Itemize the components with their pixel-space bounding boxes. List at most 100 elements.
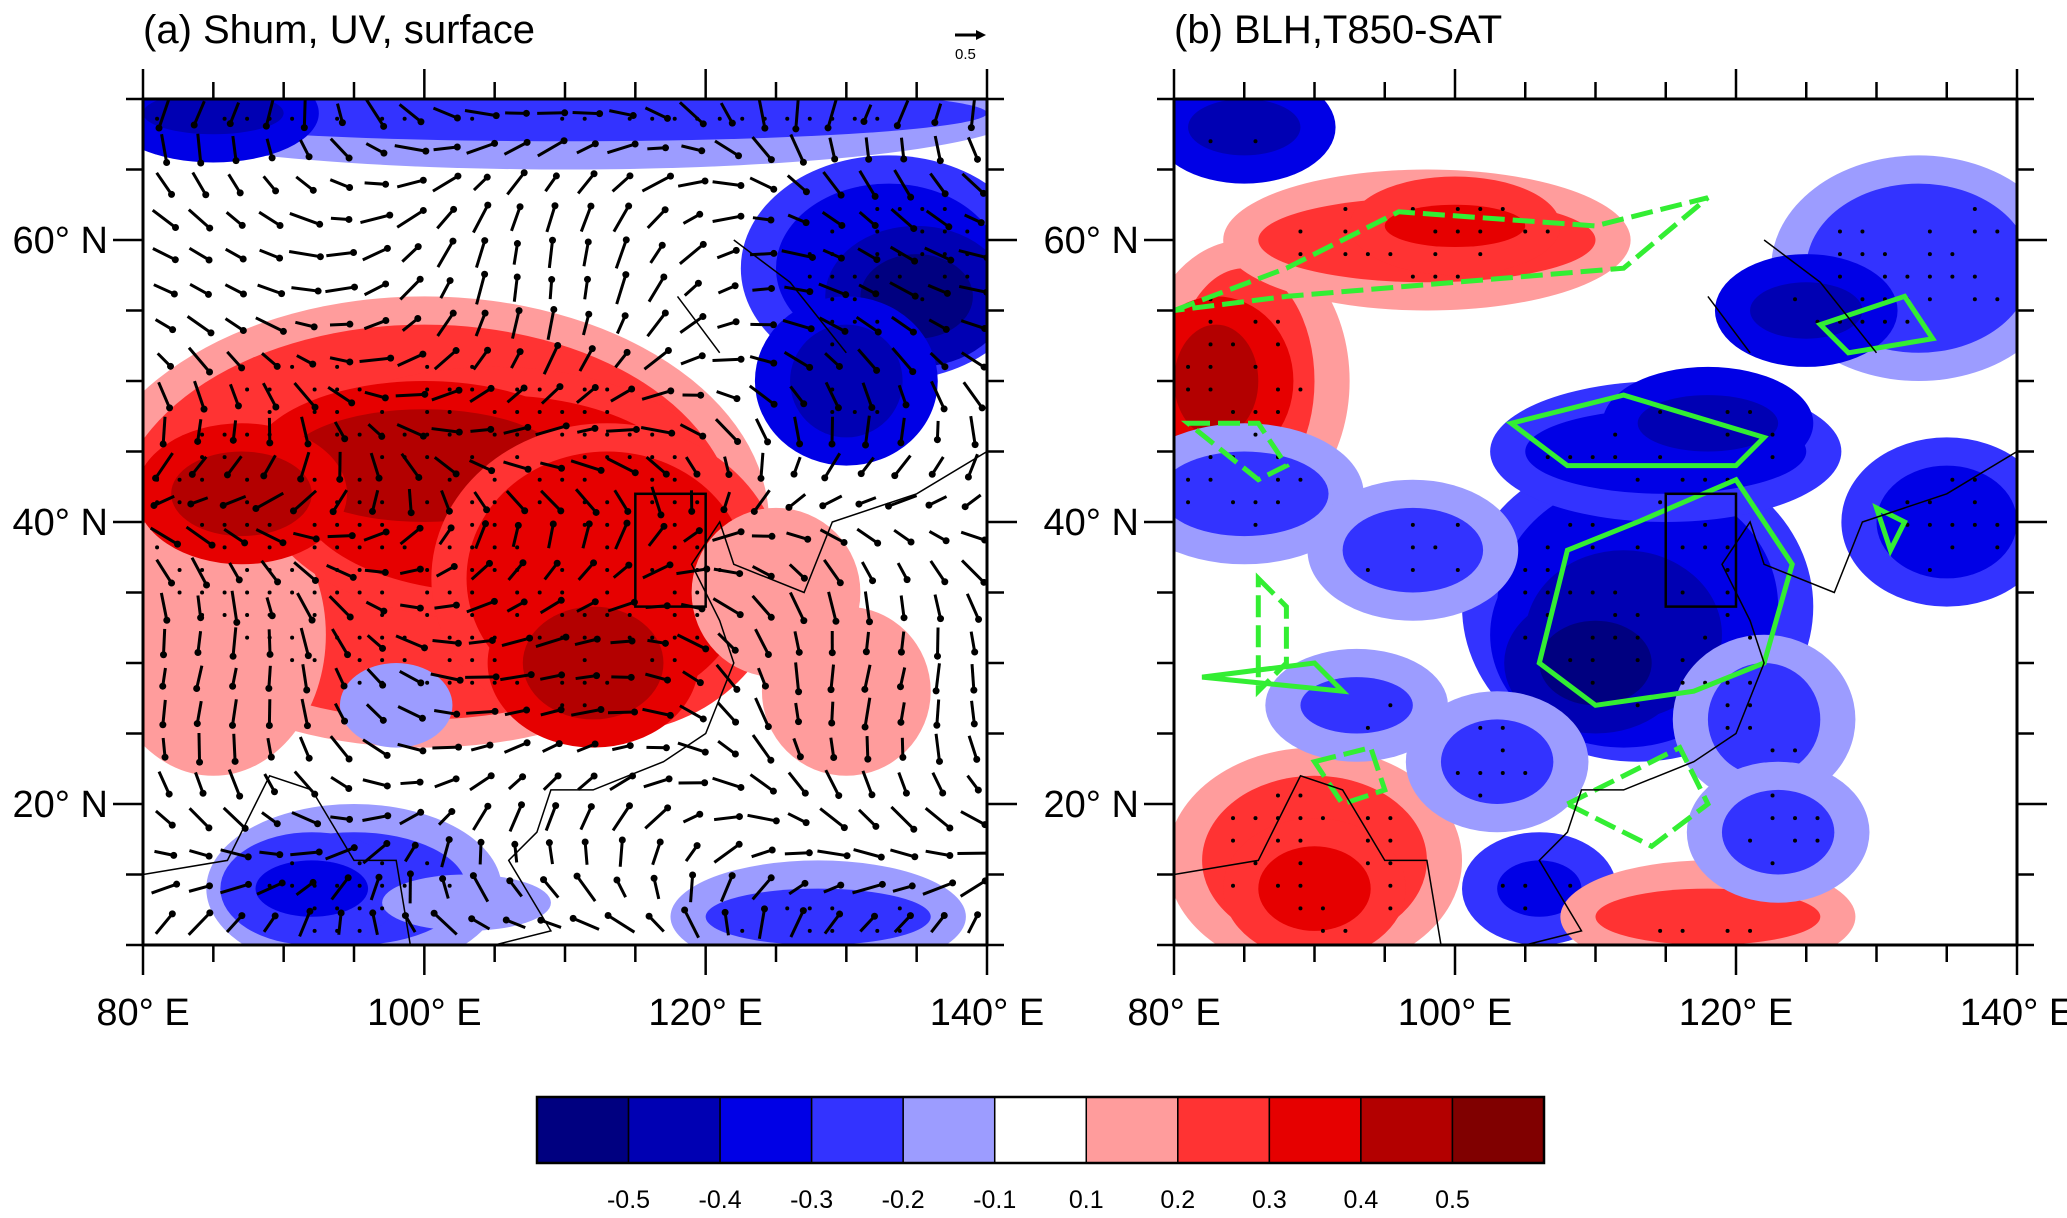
wind-vector — [823, 913, 841, 935]
wind-vector-head — [174, 540, 182, 548]
significance-dot — [560, 432, 565, 437]
wind-vector-head — [806, 288, 814, 296]
wind-vector — [717, 739, 737, 756]
significance-dot — [447, 387, 452, 392]
wind-vector-head — [769, 321, 777, 329]
wind-vector — [161, 699, 167, 725]
significance-dot — [1770, 432, 1775, 437]
wind-vector — [891, 347, 914, 373]
wind-vector-head — [554, 342, 562, 350]
wind-vector — [754, 628, 770, 656]
significance-dot — [447, 477, 452, 482]
wind-vector — [640, 426, 672, 435]
significance-dot — [425, 410, 430, 415]
significance-dot — [1590, 658, 1595, 663]
wind-vector-head — [170, 290, 178, 298]
wind-vector-head — [239, 255, 247, 263]
wind-vector-head — [628, 385, 636, 393]
wind-vector-head — [551, 202, 559, 210]
wind-vector — [960, 351, 985, 369]
wind-vector-head — [658, 241, 666, 249]
significance-dot — [1298, 477, 1303, 482]
wind-vector — [539, 489, 562, 512]
wind-vector — [651, 841, 662, 866]
wind-vector — [641, 174, 672, 193]
wind-vector-head — [767, 284, 775, 292]
wind-vector-head — [737, 181, 745, 189]
wind-vector-head — [667, 387, 675, 395]
wind-vector — [185, 525, 213, 547]
wind-vector-head — [861, 685, 869, 693]
significance-dot — [1748, 410, 1753, 415]
wind-vector-head — [311, 403, 319, 411]
significance-dot — [1500, 206, 1505, 211]
wind-vector-head — [836, 910, 844, 918]
wind-vector-head — [289, 507, 297, 515]
significance-dot — [312, 906, 317, 911]
wind-vector-head — [520, 598, 528, 606]
wind-vector-head — [155, 124, 163, 132]
wind-vector — [363, 319, 387, 331]
wind-vector — [712, 357, 742, 362]
significance-dot — [357, 545, 362, 550]
wind-vector-head — [970, 686, 978, 694]
significance-dot — [560, 477, 565, 482]
wind-vector — [255, 491, 285, 510]
significance-dot — [785, 116, 790, 121]
contour-fill — [1440, 719, 1554, 804]
wind-vector-head — [597, 466, 605, 474]
wind-vector-head — [381, 394, 389, 402]
significance-dot — [1703, 522, 1708, 527]
wind-vector — [890, 207, 915, 230]
wind-vector-head — [979, 189, 987, 197]
significance-dot — [492, 410, 497, 415]
significance-dot — [1208, 319, 1213, 324]
significance-dot — [200, 590, 205, 595]
significance-dot — [897, 274, 902, 279]
wind-vector — [890, 315, 915, 334]
wind-vector-head — [262, 122, 270, 130]
significance-dot — [1253, 522, 1258, 527]
wind-vector — [473, 491, 488, 511]
significance-dot — [582, 432, 587, 437]
significance-dot — [1815, 816, 1820, 821]
colorbar-swatch — [810, 1096, 904, 1164]
lon-tick-label: 140° E — [1960, 992, 2067, 1034]
wind-vector-head — [645, 912, 653, 920]
lat-tick-label: 40° N — [13, 502, 108, 544]
wind-vector — [933, 594, 942, 619]
significance-dot — [1410, 545, 1415, 550]
wind-vector — [537, 111, 565, 115]
significance-dot — [380, 590, 385, 595]
wind-vector-head — [688, 507, 696, 515]
wind-vector — [576, 172, 596, 195]
wind-vector-head — [737, 212, 745, 220]
contour-fill — [255, 860, 369, 917]
wind-vector — [190, 557, 208, 586]
contour-fill — [1342, 507, 1484, 593]
wind-vector — [970, 663, 976, 691]
wind-vector — [827, 591, 838, 622]
wind-vector — [786, 174, 808, 193]
wind-vector-head — [902, 401, 910, 409]
significance-dot — [1365, 816, 1370, 821]
significance-dot — [357, 387, 362, 392]
significance-dot — [1725, 725, 1730, 730]
wind-vector-head — [456, 676, 464, 684]
significance-dot — [290, 116, 295, 121]
wind-vector-head — [941, 578, 949, 586]
significance-dot — [942, 229, 947, 234]
wind-vector — [154, 452, 174, 480]
significance-dot — [1320, 906, 1325, 911]
wind-vector — [610, 387, 633, 403]
wind-vector-head — [591, 384, 599, 392]
positive-contour-line — [1815, 293, 1937, 356]
wind-vector-head — [933, 436, 941, 444]
wind-vector — [256, 881, 283, 896]
wind-vector-head — [419, 432, 427, 440]
wind-vector-head — [527, 671, 535, 679]
wind-vector-head — [764, 438, 772, 446]
contour-fill — [143, 99, 987, 142]
significance-dot — [1837, 274, 1842, 279]
wind-vector-head — [419, 747, 427, 755]
